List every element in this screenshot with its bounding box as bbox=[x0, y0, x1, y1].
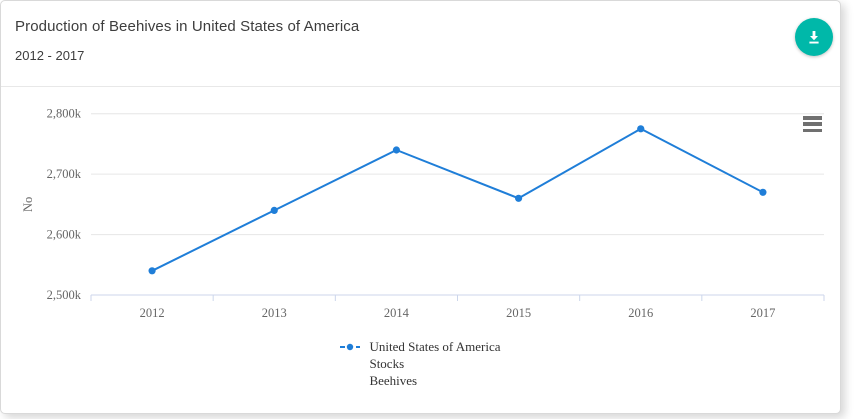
data-point-2016[interactable] bbox=[637, 125, 645, 133]
legend-series-marker-icon bbox=[340, 343, 361, 351]
data-point-2012[interactable] bbox=[148, 267, 156, 275]
chart-area: 2,500k 2,600k 2,700k 2,800k No 2012 2013 2014 20… bbox=[1, 87, 840, 331]
download-button[interactable] bbox=[795, 18, 833, 56]
legend-label-line1: United States of America bbox=[369, 339, 501, 354]
chart-legend: United States of America Stocks Beehives bbox=[1, 338, 840, 389]
data-point-2017[interactable] bbox=[759, 188, 767, 196]
chart-header: Production of Beehives in United States … bbox=[1, 1, 840, 87]
y-axis-title: No bbox=[21, 197, 35, 212]
line-chart: 2,500k 2,600k 2,700k 2,800k No 2012 2013 2014 20… bbox=[21, 107, 825, 320]
download-icon bbox=[809, 31, 819, 44]
chart-context-menu-button[interactable] bbox=[803, 116, 822, 132]
x-tick-label: 2015 bbox=[506, 306, 531, 320]
x-tick-label: 2012 bbox=[140, 306, 165, 320]
legend-label-line3: Beehives bbox=[369, 373, 418, 388]
hamburger-menu-icon bbox=[803, 116, 822, 120]
x-tick-label: 2016 bbox=[628, 306, 653, 320]
y-tick-label: 2,700k bbox=[47, 167, 82, 181]
hamburger-menu-icon bbox=[803, 128, 822, 132]
y-tick-label: 2,500k bbox=[47, 288, 82, 302]
x-tick-label: 2013 bbox=[262, 306, 287, 320]
y-tick-label: 2,600k bbox=[47, 228, 82, 242]
chart-card: Production of Beehives in United States … bbox=[0, 0, 841, 414]
chart-subtitle: 2012 - 2017 bbox=[15, 48, 85, 63]
data-point-2015[interactable] bbox=[514, 194, 523, 202]
data-point-2014[interactable] bbox=[392, 146, 401, 154]
data-point-2013[interactable] bbox=[270, 206, 278, 214]
legend-label-line2: Stocks bbox=[369, 356, 405, 371]
legend-label: United States of America Stocks Beehives bbox=[369, 338, 500, 389]
hamburger-menu-icon bbox=[803, 122, 822, 126]
x-tick-label: 2017 bbox=[750, 306, 775, 320]
chart-title: Production of Beehives in United States … bbox=[15, 18, 360, 35]
series-line bbox=[151, 127, 764, 272]
legend-item[interactable]: United States of America Stocks Beehives bbox=[340, 338, 501, 389]
y-tick-label: 2,800k bbox=[47, 107, 82, 121]
x-tick-label: 2014 bbox=[384, 306, 410, 320]
